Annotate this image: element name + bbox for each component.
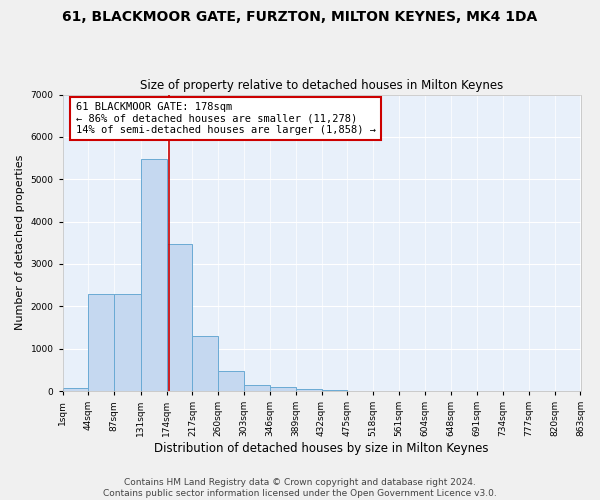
Bar [270, 387, 296, 391]
Bar [193, 336, 218, 391]
Title: Size of property relative to detached houses in Milton Keynes: Size of property relative to detached ho… [140, 79, 503, 92]
Bar [322, 390, 347, 391]
Text: Contains HM Land Registry data © Crown copyright and database right 2024.
Contai: Contains HM Land Registry data © Crown c… [103, 478, 497, 498]
Bar [296, 388, 322, 391]
Text: 61 BLACKMOOR GATE: 178sqm
← 86% of detached houses are smaller (11,278)
14% of s: 61 BLACKMOOR GATE: 178sqm ← 86% of detac… [76, 102, 376, 135]
Bar [140, 160, 167, 391]
Bar [62, 388, 88, 391]
Bar [218, 371, 244, 391]
Bar [244, 384, 270, 391]
Text: 61, BLACKMOOR GATE, FURZTON, MILTON KEYNES, MK4 1DA: 61, BLACKMOOR GATE, FURZTON, MILTON KEYN… [62, 10, 538, 24]
Bar [167, 244, 193, 391]
X-axis label: Distribution of detached houses by size in Milton Keynes: Distribution of detached houses by size … [154, 442, 489, 455]
Y-axis label: Number of detached properties: Number of detached properties [15, 155, 25, 330]
Bar [114, 294, 140, 391]
Bar [88, 294, 114, 391]
